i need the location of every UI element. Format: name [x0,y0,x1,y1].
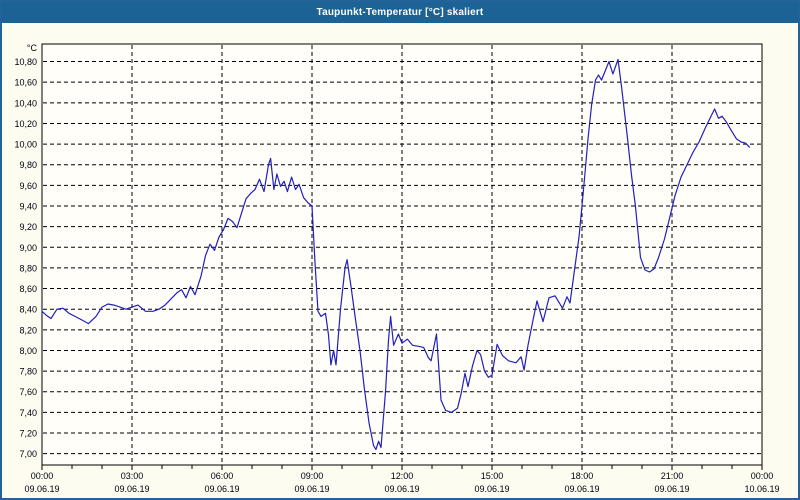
plot-border [41,43,763,466]
x-tick-date-label: 09.06.19 [474,484,509,494]
x-tick-date-label: 09.06.19 [384,484,419,494]
y-tick-label: 8,00 [19,346,37,356]
x-tick-date-label: 09.06.19 [24,484,59,494]
x-tick-date-label: 09.06.19 [114,484,149,494]
y-tick-label: 7,60 [19,387,37,397]
x-tick-time-label: 18:00 [571,471,594,481]
y-tick-label: 9,60 [19,181,37,191]
y-tick-label: 10,80 [14,57,37,67]
x-tick-date-label: 09.06.19 [294,484,329,494]
x-tick-time-label: 00:00 [751,471,774,481]
y-tick-label: 10,60 [14,78,37,88]
data-series-line [41,58,751,451]
y-tick-label: 8,60 [19,284,37,294]
y-tick-label: 7,20 [19,429,37,439]
plot-background [42,44,762,465]
y-tick-label: 9,80 [19,160,37,170]
y-tick-label: 7,80 [19,367,37,377]
y-tick-label: 7,00 [19,449,37,459]
x-tick-date-label: 09.06.19 [564,484,599,494]
y-tick-label: 10,40 [14,98,37,108]
x-tick-time-label: 06:00 [211,471,234,481]
y-tick-label: 10,20 [14,119,37,129]
x-tick-date-label: 09.06.19 [204,484,239,494]
y-tick-label: 10,00 [14,140,37,150]
y-tick-label: 7,40 [19,408,37,418]
y-axis-unit-label: °C [27,43,38,53]
x-tick-time-label: 03:00 [121,471,144,481]
x-tick-date-label: 09.06.19 [654,484,689,494]
y-tick-label: 9,20 [19,222,37,232]
window-title: Taupunkt-Temperatur [°C] skaliert [316,7,484,18]
y-tick-label: 8,40 [19,305,37,315]
y-tick-label: 9,40 [19,202,37,212]
y-tick-label: 9,00 [19,243,37,253]
window-titlebar[interactable]: Taupunkt-Temperatur [°C] skaliert [2,2,798,23]
x-tick-date-label: 10.06.19 [744,484,779,494]
x-tick-time-label: 15:00 [481,471,504,481]
x-tick-time-label: 12:00 [391,471,414,481]
x-tick-time-label: 09:00 [301,471,324,481]
y-tick-label: 8,20 [19,325,37,335]
x-tick-time-label: 00:00 [31,471,54,481]
x-tick-time-label: 21:00 [661,471,684,481]
y-tick-label: 8,80 [19,263,37,273]
